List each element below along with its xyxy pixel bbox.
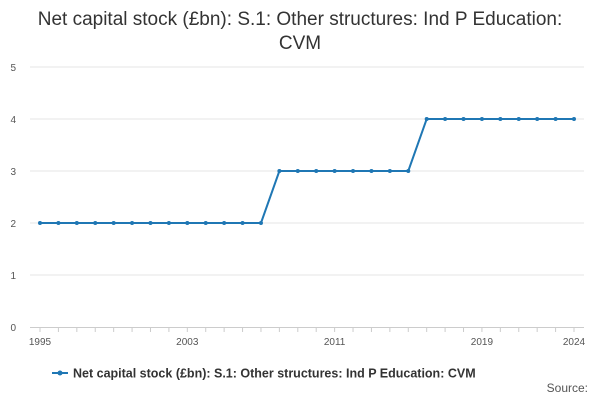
x-tick-label: 2003 (176, 337, 199, 348)
data-point[interactable] (111, 221, 116, 225)
x-axis (30, 327, 584, 332)
y-tick-label: 2 (10, 219, 16, 230)
y-tick-label: 5 (10, 63, 16, 74)
data-point[interactable] (222, 221, 227, 225)
x-tick-label: 2024 (563, 337, 586, 348)
data-point[interactable] (185, 221, 190, 225)
legend[interactable]: Net capital stock (£bn): S.1: Other stru… (52, 367, 476, 381)
data-point[interactable] (516, 117, 521, 121)
data-point[interactable] (461, 117, 466, 121)
data-point[interactable] (258, 221, 263, 225)
series-line (40, 118, 574, 224)
data-point[interactable] (130, 221, 135, 225)
data-point[interactable] (498, 117, 503, 121)
source-label: Source: (546, 381, 588, 395)
data-point[interactable] (240, 221, 245, 225)
data-point[interactable] (443, 117, 448, 121)
data-point[interactable] (553, 117, 558, 121)
data-point[interactable] (93, 221, 98, 225)
data-point[interactable] (277, 169, 282, 173)
y-axis-tick-labels: 0 1 2 3 4 5 (10, 63, 16, 334)
y-tick-label: 0 (10, 323, 16, 334)
data-point[interactable] (38, 221, 42, 225)
data-point[interactable] (56, 221, 61, 225)
y-tick-label: 4 (10, 115, 16, 126)
data-point[interactable] (203, 221, 208, 225)
y-tick-label: 1 (10, 271, 16, 282)
data-point[interactable] (166, 221, 171, 225)
data-point[interactable] (332, 169, 337, 173)
data-point[interactable] (406, 169, 411, 173)
legend-label: Net capital stock (£bn): S.1: Other stru… (73, 367, 476, 381)
data-point[interactable] (369, 169, 374, 173)
data-point[interactable] (479, 117, 484, 121)
data-point[interactable] (351, 169, 356, 173)
x-tick-label: 1995 (29, 337, 52, 348)
data-point[interactable] (314, 169, 319, 173)
data-point[interactable] (387, 169, 392, 173)
x-axis-tick-labels: 1995 2003 2011 2019 2024 (29, 337, 586, 348)
y-tick-label: 3 (10, 167, 16, 178)
legend-marker (57, 370, 63, 376)
data-point[interactable] (535, 117, 540, 121)
chart-title: Net capital stock (£bn): S.1: Other stru… (37, 9, 563, 54)
data-point[interactable] (572, 117, 576, 121)
series-layer (38, 117, 576, 225)
data-point[interactable] (295, 169, 300, 173)
x-tick-label: 2019 (471, 337, 494, 348)
data-point[interactable] (74, 221, 79, 225)
x-tick-label: 2011 (324, 337, 346, 348)
data-point[interactable] (424, 117, 429, 121)
data-point[interactable] (148, 221, 153, 225)
